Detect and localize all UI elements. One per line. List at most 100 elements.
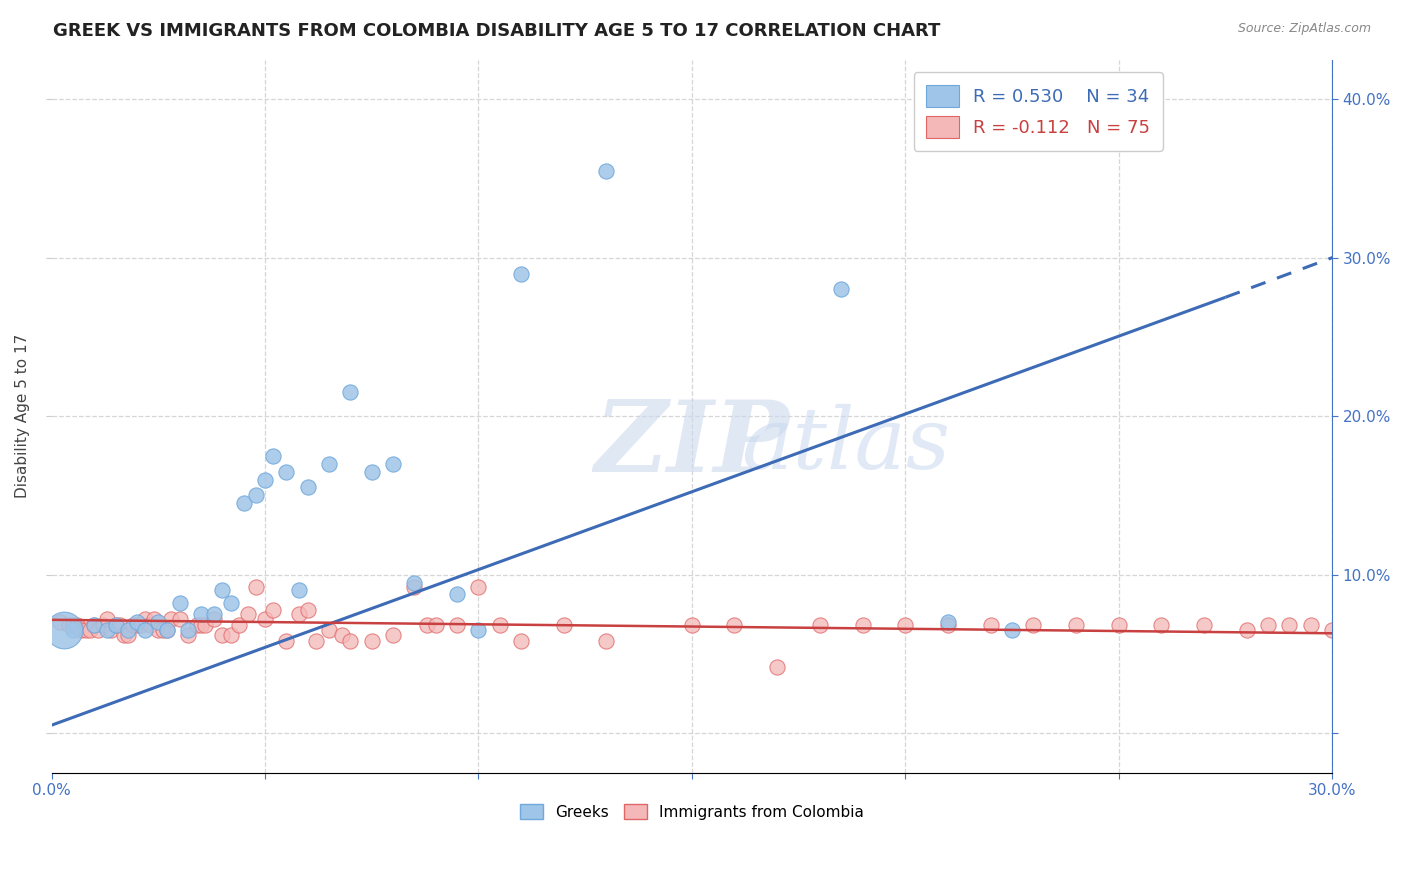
Point — [245, 488, 267, 502]
Point — [83, 618, 105, 632]
Point — [177, 623, 200, 637]
Point — [138, 618, 160, 632]
Point — [58, 618, 80, 632]
Point — [253, 612, 276, 626]
Point — [360, 634, 382, 648]
Point — [894, 618, 917, 632]
Point — [202, 607, 225, 622]
Point — [382, 457, 405, 471]
Point — [595, 163, 617, 178]
Point — [446, 618, 468, 632]
Point — [96, 623, 118, 637]
Point — [62, 618, 84, 632]
Point — [553, 618, 575, 632]
Point — [1236, 623, 1258, 637]
Point — [851, 618, 873, 632]
Point — [125, 618, 148, 632]
Point — [79, 623, 101, 637]
Point — [125, 615, 148, 630]
Point — [1320, 623, 1343, 637]
Point — [108, 618, 131, 632]
Legend: Greeks, Immigrants from Colombia: Greeks, Immigrants from Colombia — [513, 797, 870, 826]
Point — [143, 612, 166, 626]
Point — [53, 623, 76, 637]
Point — [1150, 618, 1173, 632]
Point — [100, 623, 122, 637]
Point — [288, 607, 311, 622]
Text: ZIP: ZIP — [595, 396, 789, 493]
Point — [186, 618, 208, 632]
Point — [169, 596, 191, 610]
Point — [382, 628, 405, 642]
Point — [134, 623, 156, 637]
Point — [156, 623, 179, 637]
Point — [404, 575, 426, 590]
Point — [297, 602, 319, 616]
Point — [297, 481, 319, 495]
Point — [91, 618, 114, 632]
Point — [288, 583, 311, 598]
Point — [236, 607, 259, 622]
Text: GREEK VS IMMIGRANTS FROM COLOMBIA DISABILITY AGE 5 TO 17 CORRELATION CHART: GREEK VS IMMIGRANTS FROM COLOMBIA DISABI… — [53, 22, 941, 40]
Point — [1108, 618, 1130, 632]
Point — [830, 282, 852, 296]
Point — [75, 623, 97, 637]
Point — [936, 615, 959, 630]
Text: Source: ZipAtlas.com: Source: ZipAtlas.com — [1237, 22, 1371, 36]
Point — [104, 618, 127, 632]
Point — [156, 623, 179, 637]
Point — [681, 618, 703, 632]
Point — [808, 618, 831, 632]
Point — [245, 580, 267, 594]
Point — [263, 602, 285, 616]
Y-axis label: Disability Age 5 to 17: Disability Age 5 to 17 — [15, 334, 30, 499]
Point — [121, 618, 143, 632]
Point — [129, 618, 152, 632]
Point — [510, 267, 533, 281]
Point — [148, 615, 170, 630]
Point — [211, 628, 233, 642]
Point — [194, 618, 217, 632]
Point — [1278, 618, 1301, 632]
Point — [148, 623, 170, 637]
Point — [190, 607, 212, 622]
Point — [404, 580, 426, 594]
Point — [117, 628, 139, 642]
Point — [360, 465, 382, 479]
Point — [276, 465, 298, 479]
Point — [1192, 618, 1215, 632]
Point — [1022, 618, 1045, 632]
Point — [66, 618, 89, 632]
Point — [169, 612, 191, 626]
Point — [219, 628, 242, 642]
Point — [467, 623, 489, 637]
Point — [152, 623, 174, 637]
Point — [232, 496, 254, 510]
Point — [446, 587, 468, 601]
Point — [425, 618, 447, 632]
Point — [202, 612, 225, 626]
Point — [1299, 618, 1322, 632]
Point — [134, 612, 156, 626]
Point — [219, 596, 242, 610]
Point — [510, 634, 533, 648]
Point — [253, 473, 276, 487]
Point — [263, 449, 285, 463]
Point — [276, 634, 298, 648]
Text: atlas: atlas — [741, 403, 950, 486]
Point — [488, 618, 510, 632]
Point — [96, 612, 118, 626]
Point — [104, 618, 127, 632]
Point — [87, 623, 110, 637]
Point — [211, 583, 233, 598]
Point — [160, 612, 183, 626]
Point — [62, 623, 84, 637]
Point — [318, 623, 340, 637]
Point — [766, 659, 789, 673]
Point — [112, 628, 135, 642]
Point — [70, 623, 93, 637]
Point — [117, 623, 139, 637]
Point — [177, 628, 200, 642]
Point — [339, 634, 361, 648]
Point — [339, 385, 361, 400]
